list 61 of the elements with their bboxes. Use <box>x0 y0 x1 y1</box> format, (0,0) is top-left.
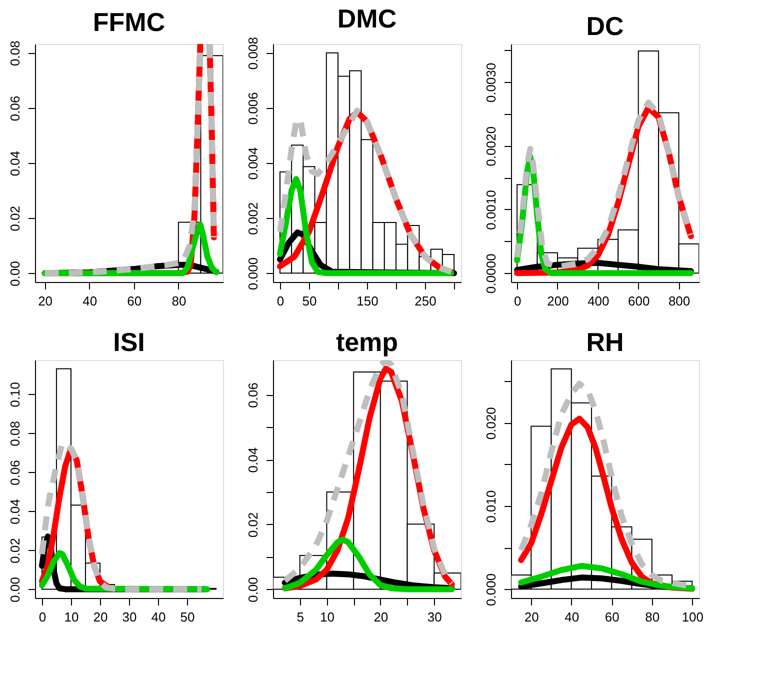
chart-title: temp <box>336 327 398 357</box>
x-tick-label: 10 <box>64 610 79 624</box>
x-tick-label: 80 <box>645 610 660 624</box>
y-tick-label: 0.04 <box>246 447 260 473</box>
x-tick-label: 60 <box>127 294 142 308</box>
y-tick-label: 0.004 <box>246 147 260 180</box>
y-tick-label: 0.0010 <box>484 190 498 230</box>
y-tick-label: 0.02 <box>8 538 22 564</box>
x-tick-label: 5 <box>296 610 304 624</box>
y-tick-label: 0.00 <box>8 261 22 286</box>
y-tick-label: 0.08 <box>8 421 22 446</box>
x-tick-label: 20 <box>93 610 108 624</box>
x-tick-label: 40 <box>151 610 166 624</box>
x-tick-label: 30 <box>122 610 137 624</box>
chart-title: DC <box>586 11 624 41</box>
y-tick-label: 0.06 <box>8 96 22 122</box>
x-tick-label: 80 <box>172 294 186 308</box>
chart-title: RH <box>586 327 624 357</box>
x-tick-label: 20 <box>524 610 539 624</box>
y-tick-label: 0.08 <box>8 40 22 66</box>
y-tick-label: 0.006 <box>246 92 260 125</box>
x-tick-label: 250 <box>414 294 436 308</box>
chart-title: FFMC <box>92 7 166 38</box>
x-tick-label: 30 <box>427 610 442 624</box>
y-tick-label: 0.06 <box>8 460 22 486</box>
x-tick-label: 50 <box>180 610 195 624</box>
y-tick-label: 0.10 <box>8 382 22 408</box>
y-tick-label: 0.0030 <box>484 62 498 103</box>
y-tick-label: 0.04 <box>8 499 22 524</box>
x-tick-label: 100 <box>682 610 704 624</box>
x-tick-label: 60 <box>604 610 620 624</box>
y-tick-label: 0.06 <box>246 382 260 408</box>
y-tick-label: 0.010 <box>484 490 498 523</box>
y-tick-label: 0.0020 <box>484 126 498 166</box>
chart-title: DMC <box>337 4 397 34</box>
y-tick-label: 0.008 <box>246 37 260 70</box>
y-tick-label: 0.00 <box>246 577 260 602</box>
x-tick-label: 50 <box>302 294 317 308</box>
y-tick-label: 0.000 <box>246 257 260 290</box>
y-tick-label: 0.02 <box>8 206 22 232</box>
y-tick-label: 0.020 <box>484 407 498 440</box>
x-tick-label: 600 <box>628 294 650 308</box>
x-tick-label: 0 <box>514 294 522 308</box>
y-tick-label: 0.00 <box>8 577 22 602</box>
x-tick-label: 150 <box>356 294 378 308</box>
y-tick-label: 0.04 <box>8 150 22 176</box>
x-tick-label: 40 <box>564 610 580 624</box>
chart-title: ISI <box>113 327 145 357</box>
x-tick-label: 10 <box>320 610 334 624</box>
x-tick-label: 0 <box>38 610 46 624</box>
y-tick-label: 0.0000 <box>484 254 498 294</box>
x-tick-label: 200 <box>547 294 569 308</box>
y-tick-label: 0.002 <box>246 202 260 235</box>
y-tick-label: 0.02 <box>246 512 260 538</box>
x-tick-label: 800 <box>668 294 690 308</box>
x-tick-label: 20 <box>374 610 388 624</box>
x-tick-label: 20 <box>38 294 53 308</box>
y-tick-label: 0.000 <box>484 573 498 606</box>
x-tick-label: 400 <box>588 294 610 308</box>
x-tick-label: 0 <box>276 294 284 308</box>
x-tick-label: 40 <box>82 294 98 308</box>
